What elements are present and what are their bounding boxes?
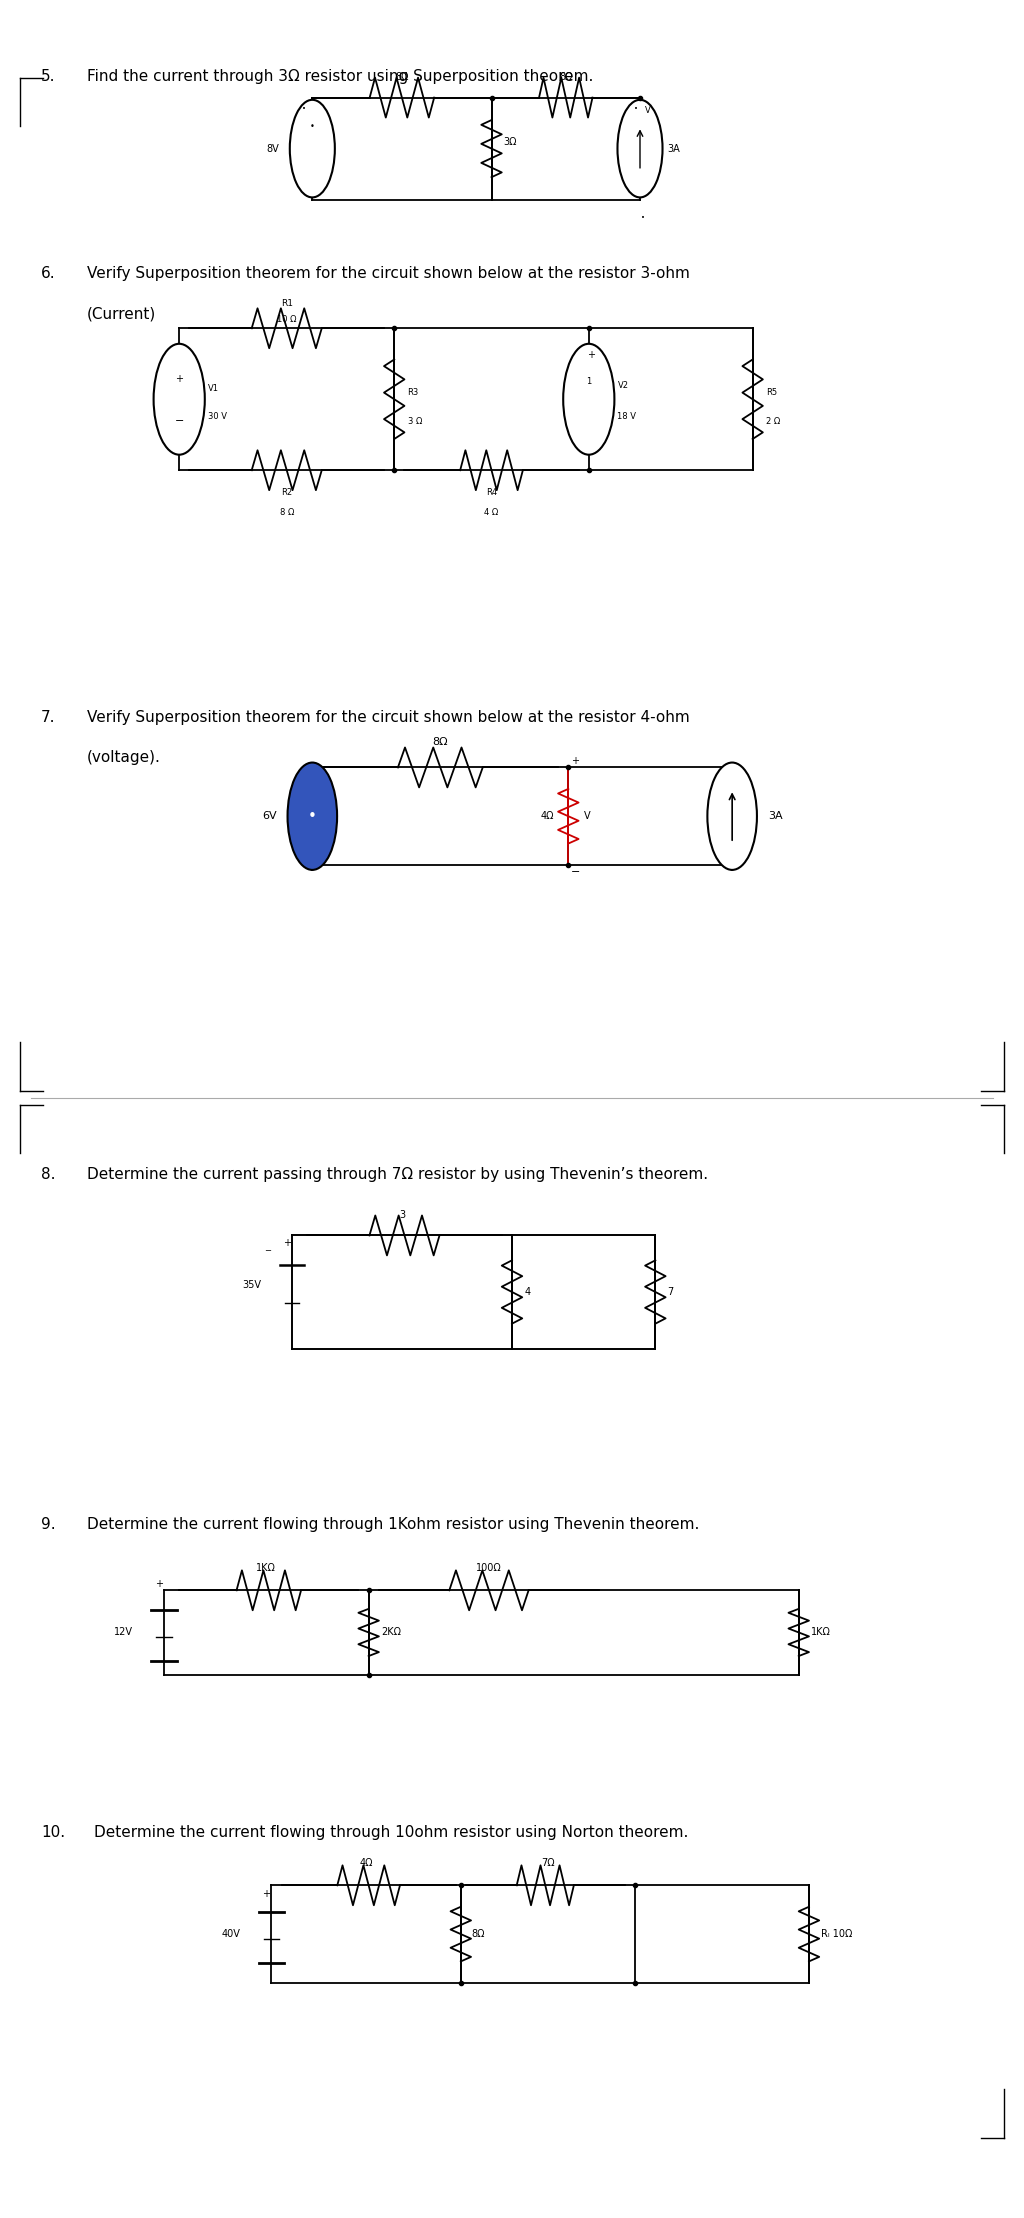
- Text: 3 Ω: 3 Ω: [408, 417, 422, 426]
- Text: R3: R3: [408, 388, 419, 397]
- Text: V: V: [584, 812, 590, 821]
- Text: 6V: 6V: [262, 812, 276, 821]
- Text: R5: R5: [766, 388, 777, 397]
- Text: 8Ω: 8Ω: [471, 1930, 484, 1939]
- Text: Verify Superposition theorem for the circuit shown below at the resistor 4-ohm: Verify Superposition theorem for the cir…: [87, 710, 690, 725]
- Text: 30 V: 30 V: [208, 413, 227, 421]
- Text: 3Ω: 3Ω: [504, 138, 517, 146]
- Text: 2KΩ: 2KΩ: [381, 1628, 401, 1637]
- Text: 5.: 5.: [41, 69, 55, 84]
- Text: −: −: [570, 867, 581, 876]
- Text: 4 Ω: 4 Ω: [484, 508, 499, 517]
- Text: 8Ω: 8Ω: [395, 71, 409, 82]
- Text: +: +: [155, 1579, 163, 1588]
- Text: V: V: [645, 106, 651, 115]
- Text: •: •: [634, 106, 638, 113]
- Text: R2: R2: [282, 488, 292, 497]
- Circle shape: [617, 100, 663, 197]
- Text: 2 Ω: 2 Ω: [766, 417, 780, 426]
- Text: 8.: 8.: [41, 1167, 55, 1182]
- Text: 1KΩ: 1KΩ: [811, 1628, 830, 1637]
- Text: 8V: 8V: [267, 144, 280, 153]
- Text: 10 Ω: 10 Ω: [276, 315, 297, 324]
- Text: 10.: 10.: [41, 1825, 66, 1841]
- Text: 8Ω: 8Ω: [559, 71, 572, 82]
- Text: 40V: 40V: [222, 1930, 241, 1939]
- Circle shape: [563, 344, 614, 455]
- Text: Determine the current flowing through 1Kohm resistor using Thevenin theorem.: Determine the current flowing through 1K…: [87, 1517, 699, 1533]
- Text: 8 Ω: 8 Ω: [280, 508, 294, 517]
- Text: 3: 3: [399, 1209, 404, 1220]
- Text: •: •: [641, 215, 645, 222]
- Circle shape: [708, 763, 757, 869]
- Text: (Current): (Current): [87, 306, 157, 322]
- Text: +: +: [571, 756, 580, 765]
- Text: Determine the current passing through 7Ω resistor by using Thevenin’s theorem.: Determine the current passing through 7Ω…: [87, 1167, 709, 1182]
- Text: −: −: [174, 417, 184, 426]
- Text: 3A: 3A: [768, 812, 782, 821]
- Text: 4Ω: 4Ω: [359, 1856, 373, 1868]
- Text: 9.: 9.: [41, 1517, 55, 1533]
- Circle shape: [154, 344, 205, 455]
- Text: 18 V: 18 V: [617, 413, 637, 421]
- Text: 1: 1: [586, 377, 592, 386]
- Circle shape: [290, 100, 335, 197]
- Text: +: +: [587, 350, 595, 359]
- Text: 4Ω: 4Ω: [541, 812, 554, 821]
- Text: +: +: [262, 1890, 270, 1899]
- Text: 100Ω: 100Ω: [476, 1561, 502, 1573]
- Text: 8Ω: 8Ω: [432, 736, 449, 747]
- Circle shape: [288, 763, 337, 869]
- Text: •: •: [308, 810, 316, 823]
- Text: −: −: [264, 1247, 270, 1255]
- Text: Verify Superposition theorem for the circuit shown below at the resistor 3-ohm: Verify Superposition theorem for the cir…: [87, 266, 690, 282]
- Text: 35V: 35V: [242, 1280, 261, 1291]
- Text: R4: R4: [486, 488, 497, 497]
- Text: 7Ω: 7Ω: [541, 1856, 555, 1868]
- Text: 3A: 3A: [668, 144, 680, 153]
- Text: (voltage).: (voltage).: [87, 750, 161, 765]
- Text: 4: 4: [524, 1286, 530, 1298]
- Text: 1KΩ: 1KΩ: [256, 1561, 276, 1573]
- Text: 12V: 12V: [114, 1628, 133, 1637]
- Text: 7: 7: [668, 1286, 674, 1298]
- Text: 7.: 7.: [41, 710, 55, 725]
- Text: •: •: [302, 106, 306, 113]
- Text: V2: V2: [617, 381, 629, 390]
- Text: V1: V1: [208, 384, 219, 393]
- Text: Find the current through 3Ω resistor using Superposition theorem.: Find the current through 3Ω resistor usi…: [87, 69, 594, 84]
- Text: Rₗ 10Ω: Rₗ 10Ω: [821, 1930, 853, 1939]
- Text: Determine the current flowing through 10ohm resistor using Norton theorem.: Determine the current flowing through 10…: [94, 1825, 688, 1841]
- Text: 6.: 6.: [41, 266, 55, 282]
- Text: +: +: [175, 375, 183, 384]
- Text: +: +: [283, 1238, 291, 1249]
- Text: R1: R1: [281, 299, 293, 308]
- Text: •: •: [310, 122, 314, 131]
